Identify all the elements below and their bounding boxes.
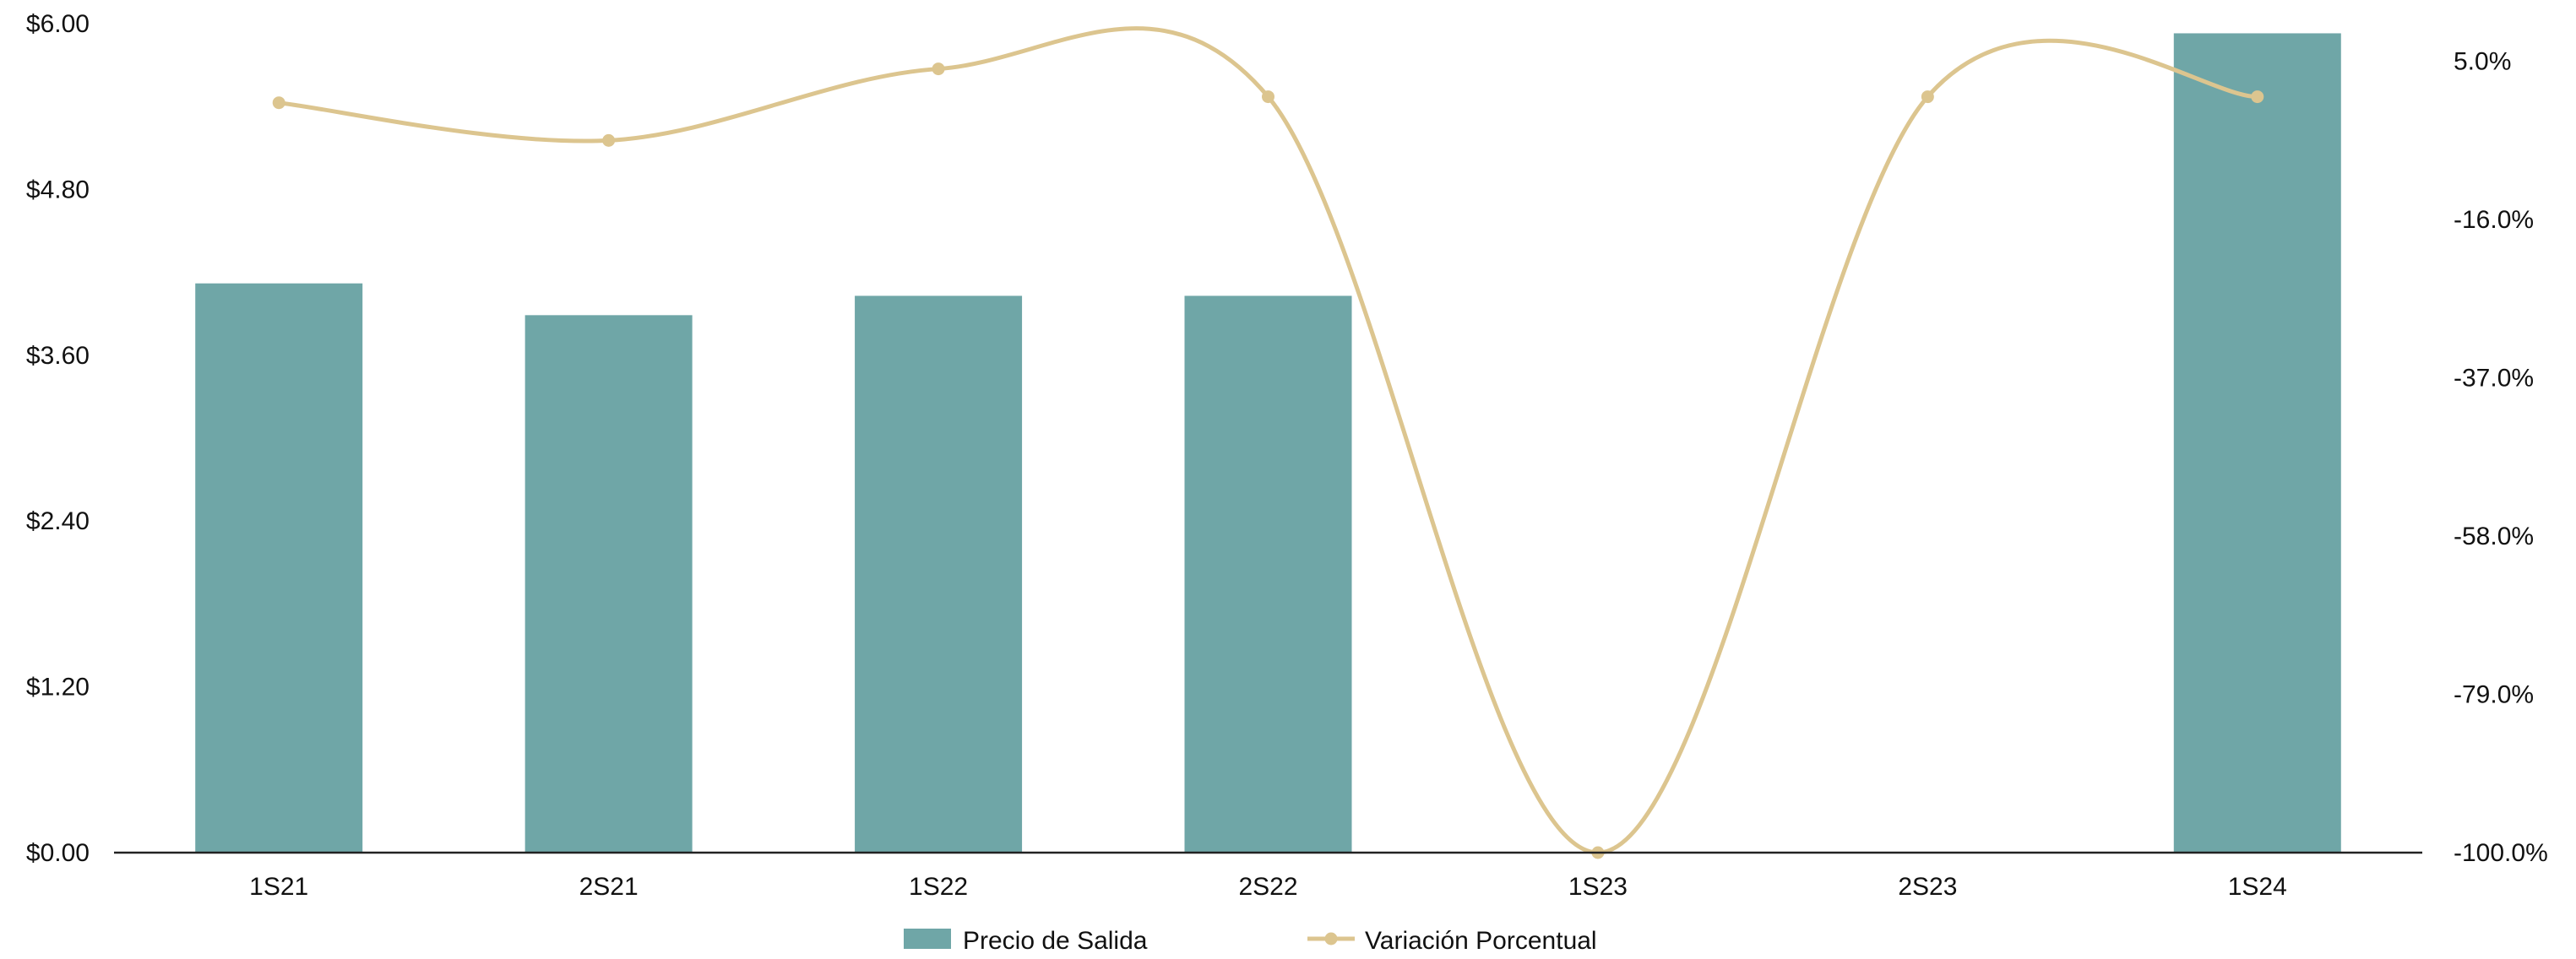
- x-tick-label: 1S21: [249, 873, 308, 901]
- line-point-2s23: [1921, 90, 1934, 104]
- x-tick-label: 2S22: [1238, 873, 1297, 901]
- legend-marker-variacion-porcentual: [1324, 932, 1338, 945]
- line-point-1s22: [932, 62, 945, 76]
- legend-label-precio-de-salida: Precio de Salida: [963, 927, 1148, 955]
- x-tick-label: 2S21: [579, 873, 639, 901]
- right-tick-label: 5.0%: [2454, 48, 2511, 76]
- left-tick-label: $0.00: [26, 839, 90, 867]
- left-tick-label: $1.20: [26, 674, 90, 702]
- bar-1s24: [2173, 33, 2341, 853]
- variacion-line: [276, 26, 2260, 855]
- right-tick-label: -79.0%: [2454, 681, 2534, 709]
- legend-label-variacion-porcentual: Variación Porcentual: [1365, 927, 1597, 955]
- left-tick-label: $3.60: [26, 342, 90, 370]
- bar-1s21: [195, 283, 363, 853]
- line-point-1s21: [272, 96, 285, 110]
- left-tick-label: $4.80: [26, 176, 90, 203]
- right-tick-label: -100.0%: [2454, 839, 2548, 867]
- right-tick-label: -16.0%: [2454, 206, 2534, 234]
- left-tick-label: $2.40: [26, 507, 90, 535]
- x-tick-label: 2S23: [1898, 873, 1957, 901]
- x-tick-label: 1S24: [2228, 873, 2287, 901]
- line-point-2s21: [602, 133, 616, 147]
- bar-1s22: [855, 295, 1023, 853]
- right-tick-label: -37.0%: [2454, 365, 2534, 393]
- legend-swatch-precio-de-salida: [904, 929, 951, 949]
- line-point-1s24: [2251, 90, 2264, 104]
- line-point-2s22: [1262, 90, 1274, 104]
- left-tick-label: $6.00: [26, 10, 90, 38]
- x-tick-label: 1S23: [1568, 873, 1628, 901]
- bar-2s21: [524, 315, 693, 853]
- bar-2s22: [1184, 295, 1352, 853]
- x-tick-label: 1S22: [909, 873, 968, 901]
- right-tick-label: -58.0%: [2454, 523, 2534, 550]
